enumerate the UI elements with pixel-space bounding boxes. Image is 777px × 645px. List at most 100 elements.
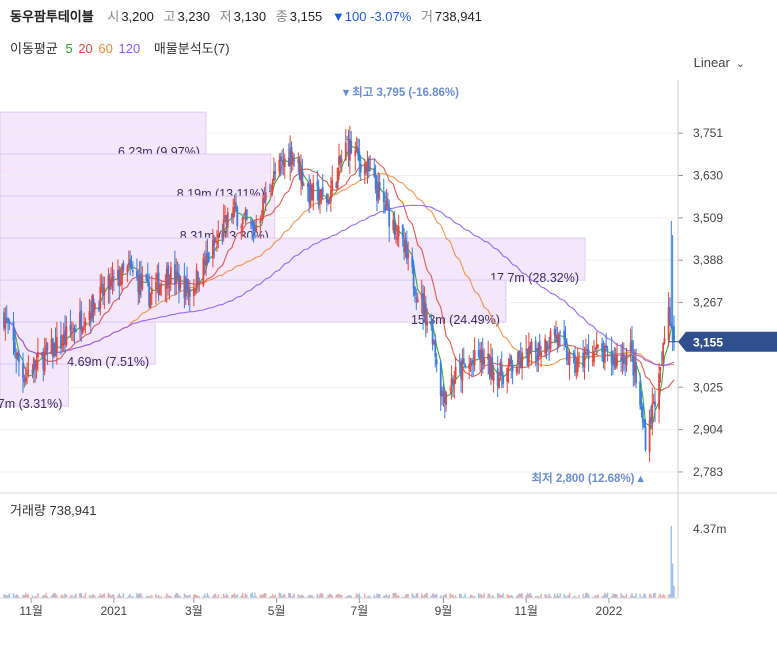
- volume-bar: [311, 594, 313, 598]
- volume-bar: [118, 593, 120, 598]
- volume-bar: [396, 595, 399, 598]
- volume-bar: [327, 594, 329, 598]
- candle-body: [393, 221, 396, 236]
- candle-body: [339, 155, 342, 163]
- volume-bar: [425, 593, 427, 598]
- candle-body: [183, 275, 186, 299]
- volume-bar: [15, 594, 17, 598]
- candle-body: [407, 253, 410, 258]
- ma-5[interactable]: 5: [65, 41, 73, 56]
- volume-bar: [441, 596, 443, 598]
- price-tick-label: 3,509: [693, 211, 723, 225]
- volume-bar: [23, 595, 26, 598]
- volume-bar: [145, 595, 148, 598]
- volume-bar: [582, 593, 584, 598]
- candle-body: [430, 321, 433, 326]
- candle-body: [555, 334, 557, 339]
- volume-bar: [422, 595, 424, 598]
- volume-bar: [84, 592, 87, 598]
- ma-120[interactable]: 120: [118, 41, 141, 56]
- candle-body: [268, 191, 271, 193]
- candle-body: [416, 298, 419, 303]
- volume-bar: [640, 596, 643, 598]
- volume-bar: [75, 593, 77, 598]
- candle-body: [293, 159, 296, 161]
- candle-body: [453, 379, 456, 384]
- candle-body: [575, 369, 578, 373]
- candle-body: [662, 343, 665, 362]
- volume-bar: [98, 596, 100, 598]
- candle-body: [473, 350, 476, 366]
- volume-bar: [602, 595, 605, 598]
- candle-body: [206, 252, 209, 256]
- candle-body: [426, 321, 429, 326]
- candle-body: [492, 371, 495, 382]
- volume-bar: [186, 595, 188, 598]
- volume-bar: [629, 595, 632, 598]
- candle-body: [278, 159, 281, 172]
- candle-body: [98, 306, 100, 311]
- candle-body: [441, 393, 443, 397]
- candle-body: [422, 292, 424, 315]
- candle-body: [354, 150, 357, 157]
- volume-bar: [45, 593, 47, 598]
- volume-bar: [468, 596, 470, 598]
- volume-bar: [107, 592, 110, 598]
- volume-bar: [250, 593, 252, 598]
- candle-body: [164, 287, 167, 289]
- candle-body: [648, 420, 651, 453]
- candle-body: [155, 282, 157, 290]
- volume-bar: [328, 593, 331, 598]
- candle-body: [574, 355, 576, 373]
- volume-bar: [130, 596, 133, 598]
- candle-body: [60, 335, 62, 349]
- volume-profile-label: 2.07m (3.31%): [0, 397, 62, 411]
- volume-bar: [335, 594, 337, 598]
- candle-body: [35, 360, 38, 370]
- volume-bar: [132, 596, 134, 598]
- volume-bar: [525, 595, 527, 598]
- volume-bar: [520, 593, 522, 598]
- candle-body: [401, 224, 404, 239]
- candle-body: [226, 212, 229, 228]
- volume-bar: [460, 594, 462, 598]
- volume-bar: [109, 593, 111, 598]
- volume-bar: [300, 594, 302, 598]
- candle-body: [643, 420, 646, 428]
- volume-bar: [537, 596, 540, 598]
- volume-bar: [377, 594, 380, 598]
- candle-body: [255, 225, 258, 232]
- candle-body: [126, 266, 129, 273]
- candle-body: [336, 167, 339, 190]
- volume-bar: [368, 595, 370, 598]
- volume-bar: [662, 594, 664, 598]
- volume-bar: [155, 593, 157, 598]
- ma-20[interactable]: 20: [78, 41, 93, 56]
- candle-body: [50, 339, 53, 351]
- volume-bar: [440, 595, 442, 598]
- volume-bar: [194, 594, 196, 598]
- volume-bar: [6, 595, 8, 598]
- candles: [3, 125, 675, 463]
- ma-label[interactable]: 이동평균: [10, 41, 58, 56]
- volume-value: 738,941: [434, 9, 482, 24]
- volume-bar: [586, 592, 588, 598]
- candle-body: [435, 359, 438, 365]
- candle-body: [631, 340, 633, 353]
- candle-body: [595, 344, 598, 350]
- volume-bar: [73, 595, 76, 598]
- volume-bar: [205, 596, 207, 598]
- candle-body: [625, 351, 628, 366]
- low-marker-label: 최저 2,800 (12.68%) ▴: [532, 471, 645, 485]
- volume-bar: [100, 595, 103, 598]
- volume-profile-label[interactable]: 매물분석도(7): [153, 41, 230, 56]
- scale-selector[interactable]: Linear ⌄: [694, 55, 745, 70]
- candle-body: [392, 219, 395, 230]
- candle-body: [650, 416, 652, 424]
- volume-bar: [119, 595, 122, 598]
- candle-body: [669, 307, 671, 324]
- volume-bar: [288, 592, 290, 598]
- ma-60[interactable]: 60: [98, 41, 113, 56]
- volume-bar: [22, 594, 24, 598]
